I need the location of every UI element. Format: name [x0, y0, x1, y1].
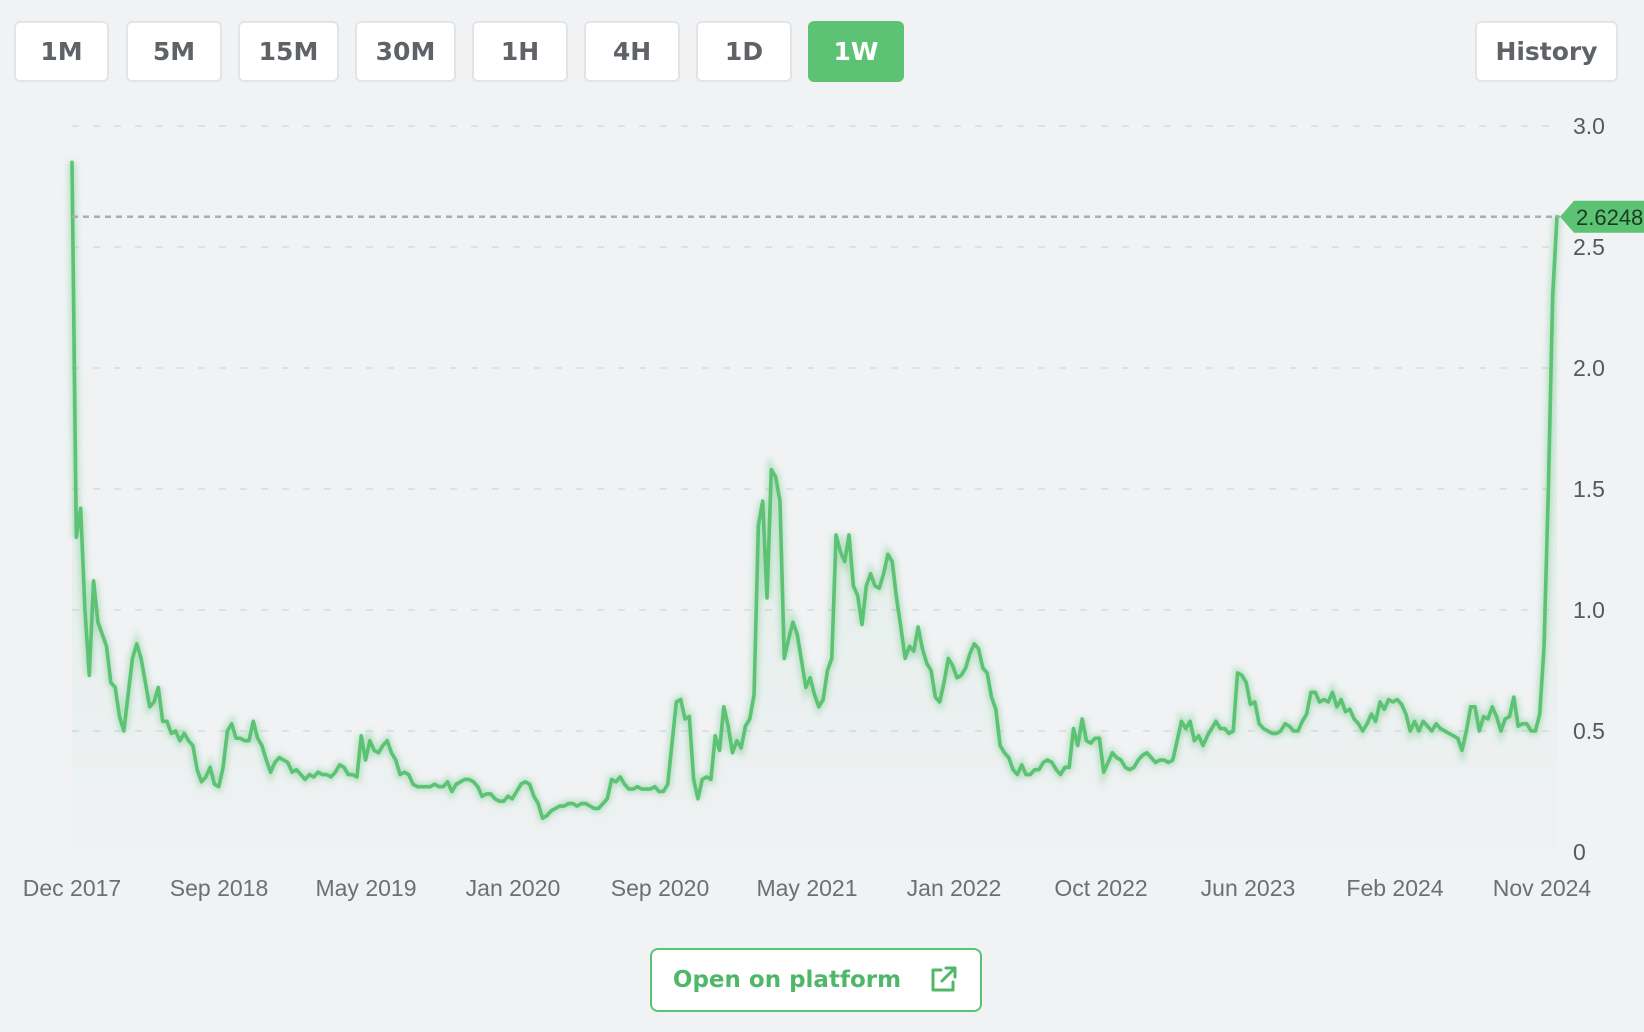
- x-tick-label: Nov 2024: [1493, 875, 1592, 901]
- y-tick-label: 0: [1573, 839, 1586, 865]
- x-tick-label: Jan 2022: [907, 875, 1002, 901]
- x-tick-label: Sep 2020: [611, 875, 709, 901]
- price-chart: 0 0.5 1.0 1.5 2.0 2.5 3.0 Dec 2017 Sep 2018 May …: [23, 113, 1644, 901]
- price-line: [70, 160, 1559, 820]
- y-tick-label: 3.0: [1573, 113, 1605, 139]
- x-tick-label: Sep 2018: [170, 875, 268, 901]
- y-tick-label: 2.5: [1573, 234, 1605, 260]
- timeframe-button-4h[interactable]: 4H: [584, 21, 680, 82]
- timeframe-button-30m[interactable]: 30M: [355, 21, 456, 82]
- x-axis: Dec 2017 Sep 2018 May 2019 Jan 2020 Sep 2020…: [23, 875, 1592, 901]
- timeframe-button-15m[interactable]: 15M: [238, 21, 339, 82]
- external-link-icon: [927, 964, 959, 996]
- y-tick-label: 2.0: [1573, 355, 1605, 381]
- x-tick-label: May 2019: [315, 875, 416, 901]
- y-tick-label: 1.5: [1573, 476, 1605, 502]
- timeframe-button-1m[interactable]: 1M: [14, 21, 109, 82]
- current-price-tag-shape: [1560, 200, 1644, 233]
- timeframe-button-1w[interactable]: 1W: [808, 21, 904, 82]
- history-button[interactable]: History: [1475, 21, 1618, 82]
- open-on-platform-label: Open on platform: [672, 967, 902, 993]
- x-tick-label: Jan 2020: [466, 875, 561, 901]
- current-price-tag: 2.6248: [1560, 200, 1644, 233]
- y-axis: 0 0.5 1.0 1.5 2.0 2.5 3.0: [1573, 113, 1605, 865]
- timeframe-button-1h[interactable]: 1H: [472, 21, 568, 82]
- timeframe-button-5m[interactable]: 5M: [126, 21, 222, 82]
- x-tick-label: Dec 2017: [23, 875, 121, 901]
- timeframe-button-1d[interactable]: 1D: [696, 21, 792, 82]
- price-area: [72, 162, 1557, 853]
- open-on-platform-button[interactable]: Open on platform: [650, 948, 982, 1012]
- x-tick-label: May 2021: [756, 875, 857, 901]
- current-price-label: 2.6248: [1576, 205, 1643, 230]
- x-tick-label: Feb 2024: [1346, 875, 1443, 901]
- x-tick-label: Oct 2022: [1054, 875, 1147, 901]
- y-tick-label: 1.0: [1573, 597, 1605, 623]
- y-tick-label: 0.5: [1573, 718, 1605, 744]
- x-tick-label: Jun 2023: [1201, 875, 1296, 901]
